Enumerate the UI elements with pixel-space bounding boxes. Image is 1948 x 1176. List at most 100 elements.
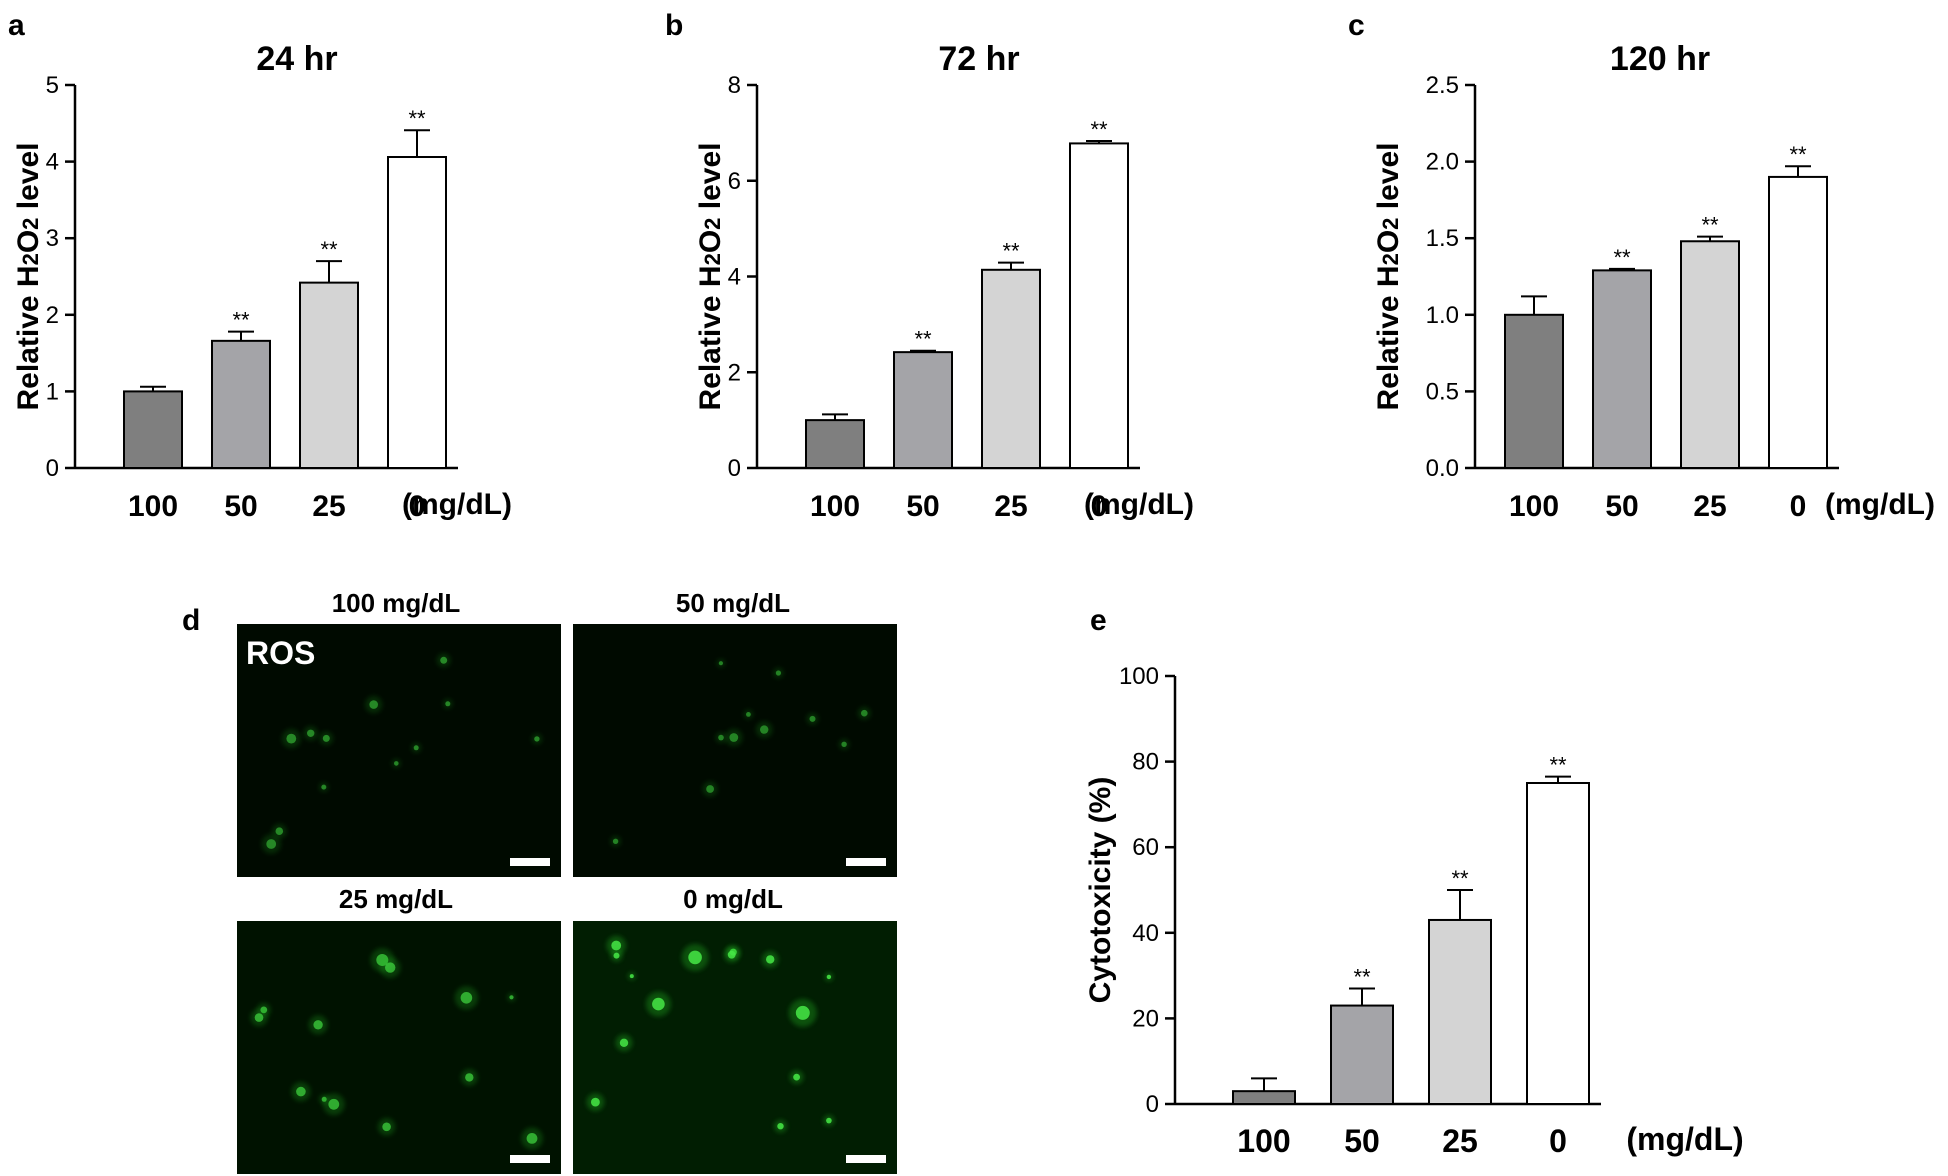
category-label: 0: [1091, 490, 1108, 523]
category-label: 25: [1693, 490, 1726, 523]
y-tick-label: 0: [728, 455, 741, 482]
y-axis-label-part: O: [694, 230, 727, 253]
y-tick-label: 1.0: [1426, 302, 1459, 329]
fluorescent-cell-glow: [755, 721, 773, 738]
bar: [1232, 1090, 1296, 1106]
fluorescent-cell: [322, 734, 330, 742]
category-label: 50: [1344, 1123, 1380, 1159]
chart-title: 120 hr: [1610, 40, 1710, 78]
micrograph-label-25: 25 mg/dL: [339, 884, 453, 914]
y-tick-label: 4: [728, 264, 741, 291]
category-label: 100: [1509, 490, 1559, 523]
y-tick-label: 80: [1132, 749, 1159, 776]
y-axis-label-subscript: 2: [18, 253, 43, 265]
y-tick-label: 2.5: [1426, 72, 1459, 99]
bar: [1504, 313, 1564, 469]
scale-bar: [846, 1155, 886, 1163]
fluorescent-cell: [688, 950, 702, 965]
fluorescent-cell: [826, 974, 832, 980]
scale-bar: [846, 858, 886, 866]
fluorescent-cell-glow: [838, 738, 850, 750]
category-label: 0: [1549, 1123, 1567, 1159]
significance-mark: **: [1701, 213, 1719, 238]
fluorescent-cell-glow: [743, 709, 754, 720]
fluorescent-cell-glow: [715, 732, 727, 744]
category-label: 100: [810, 490, 860, 523]
fluorescent-cell: [445, 701, 451, 707]
y-axis-label-subscript: 2: [700, 218, 725, 230]
bar: [299, 281, 359, 469]
fluorescent-cell: [313, 1020, 323, 1030]
chart-title: 24 hr: [256, 40, 337, 78]
y-axis-label: Relative H2O2 level: [1372, 143, 1405, 411]
fluorescent-cell: [777, 1123, 784, 1130]
bar: [1428, 918, 1492, 1106]
chart-title: 72 hr: [938, 40, 1019, 78]
bar: [893, 351, 953, 469]
fluorescent-cell-glow: [806, 712, 819, 725]
fluorescent-cell: [795, 1005, 810, 1020]
significance-mark: **: [1353, 964, 1371, 989]
y-axis-label-part: level: [694, 143, 727, 218]
y-axis-label-subscript: 2: [18, 218, 43, 230]
fluorescent-cell-glow: [610, 835, 621, 847]
fluorescent-cell: [385, 962, 396, 973]
bar: [211, 339, 271, 469]
fluorescent-cell: [760, 725, 769, 734]
x-axis-label: (mg/dL): [1084, 488, 1194, 521]
fluorescent-cell: [652, 997, 665, 1011]
x-axis-label: (mg/dL): [1626, 1121, 1743, 1157]
y-tick-label: 100: [1119, 663, 1159, 690]
bar: [1069, 142, 1129, 469]
fluorescent-cell: [382, 1122, 391, 1132]
scale-bar: [510, 1155, 550, 1163]
y-tick-label: 5: [46, 72, 59, 99]
category-label: 25: [1442, 1123, 1478, 1159]
micrograph-image-100: [237, 624, 561, 877]
panel-label-a: a: [8, 9, 25, 42]
y-axis-label-part: O: [1372, 230, 1405, 253]
fluorescent-cell: [629, 974, 634, 979]
bar: [1680, 240, 1740, 469]
fluorescent-cell: [841, 741, 847, 747]
significance-mark: **: [1002, 239, 1020, 264]
significance-mark: **: [1613, 245, 1631, 270]
fluorescent-cell-glow: [716, 658, 726, 668]
ros-stain-label: ROS: [246, 635, 315, 671]
bar: [805, 419, 865, 469]
y-tick-label: 6: [728, 168, 741, 195]
micrograph-image-50: [573, 624, 897, 877]
significance-mark: **: [1549, 753, 1567, 778]
y-axis-label-subscript: 2: [1378, 253, 1403, 265]
category-label: 50: [1605, 490, 1638, 523]
bar: [1526, 782, 1590, 1105]
fluorescent-cells: [250, 653, 871, 1150]
y-tick-label: 4: [46, 149, 59, 176]
y-axis-label: Relative H2O2 level: [12, 143, 45, 411]
chart-cytotoxicity: 0 20 40 60 80 100 100 ** 50 ** 25 ** 0 (mg/dL) Cytotox…: [1084, 663, 1744, 1159]
y-axis-label-part: Relative H: [694, 265, 727, 410]
significance-mark: **: [914, 327, 932, 352]
fluorescent-cell: [809, 715, 816, 722]
fluorescent-cell-glow: [725, 728, 743, 747]
y-tick-label: 0: [46, 455, 59, 482]
category-label: 50: [224, 490, 257, 523]
significance-mark: **: [1090, 117, 1108, 142]
y-tick-label: 8: [728, 72, 741, 99]
y-axis-label-part: O: [12, 230, 45, 253]
y-tick-label: 2: [728, 359, 741, 386]
y-tick-label: 20: [1132, 1005, 1159, 1032]
fluorescent-cell: [534, 736, 540, 742]
fluorescent-cell: [727, 950, 736, 959]
bar: [1330, 1004, 1394, 1105]
panel-label-b: b: [665, 9, 683, 42]
bar: [1592, 269, 1652, 470]
panel-label-e: e: [1090, 604, 1107, 637]
y-axis-label-part: Relative H: [1372, 265, 1405, 410]
significance-mark: **: [232, 308, 250, 333]
fluorescent-cell: [509, 995, 514, 1000]
bar: [123, 390, 183, 469]
fluorescent-cell: [619, 1038, 629, 1048]
fluorescent-cell: [718, 661, 724, 666]
